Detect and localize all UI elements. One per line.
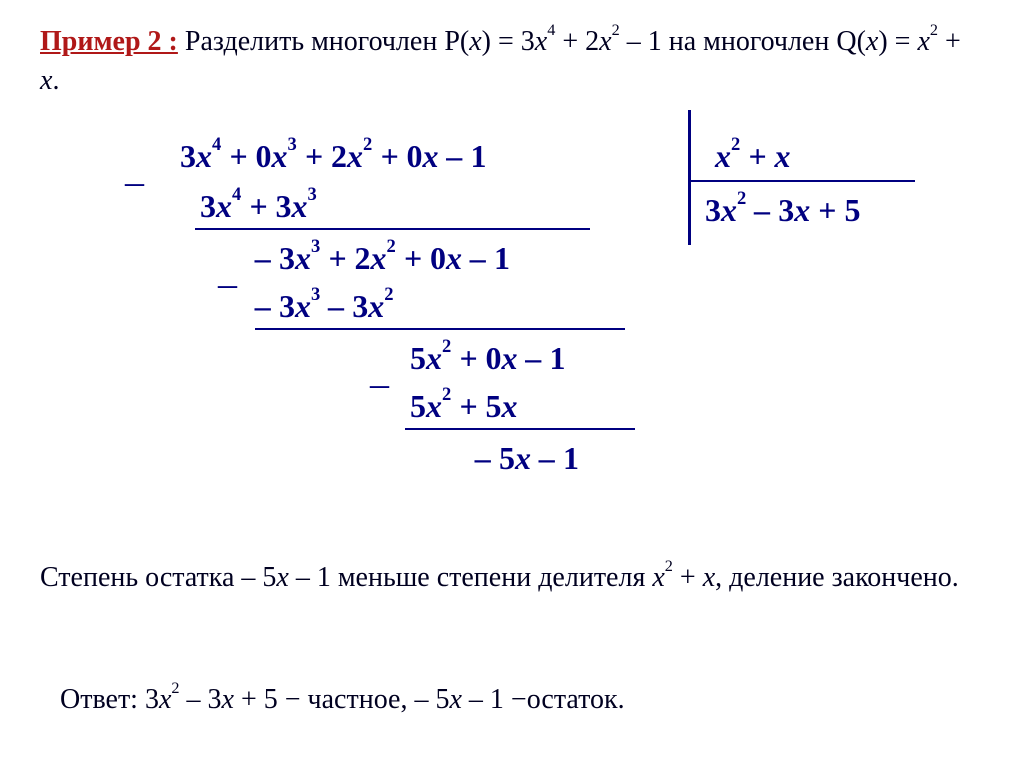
problem-var-4: х [866,26,878,57]
example-title: Пример 2 : [40,26,178,57]
underline-3 [405,428,635,430]
step1-subtract: 3x4 + 3x3 [200,188,317,225]
minus-sign-2: – [218,262,237,306]
problem-text-6: + [938,26,961,57]
problem-text-1: Разделить многочлен Р( [178,26,469,57]
summary-var3: х [703,562,715,593]
minus-sign-1: – [125,160,144,204]
quotient: 3x2 – 3x + 5 [705,192,861,229]
summary-text: Степень остатка – 5х – 1 меньше степени … [40,558,984,597]
answer-p2: – 3 [180,684,222,715]
underline-1 [195,228,590,230]
divisor: x2 + x [715,138,791,175]
problem-text-2: ) = 3 [482,26,535,57]
underline-2 [255,328,625,330]
step3-result: 5x2 + 0x – 1 [410,340,566,377]
problem-exp-1: 4 [547,21,555,39]
problem-exp-2: 2 [612,21,620,39]
step3-subtract: 5x2 + 5x [410,388,518,425]
summary-var2: х [652,562,664,593]
problem-statement: Пример 2 : Разделить многочлен Р(х) = 3х… [40,22,984,100]
division-vertical-line [688,110,691,245]
problem-var-3: х [599,26,611,57]
remainder: – 5x – 1 [475,440,579,477]
summary-var1: х [276,562,288,593]
problem-text-5: ) = [878,26,917,57]
answer-exp1: 2 [171,679,179,697]
minus-sign-3: – [370,362,389,406]
summary-p2: – 1 меньше степени делителя [289,562,653,593]
summary-p4: , деление закончено. [715,562,959,593]
problem-var-1: х [469,26,481,57]
summary-p3: + [673,562,703,593]
answer-p1: Ответ: 3 [60,684,159,715]
answer-var3: х [449,684,461,715]
problem-var-6: х [40,65,52,96]
problem-text-4: – 1 на многочлен Q( [620,26,866,57]
divisor-line [690,180,915,182]
problem-text-3: + 2 [555,26,599,57]
answer-text: Ответ: 3х2 – 3х + 5 − частное, – 5х – 1 … [60,680,625,719]
step2-subtract: – 3x3 – 3x2 [255,288,394,325]
summary-exp: 2 [665,557,673,575]
summary-p1: Степень остатка – 5 [40,562,276,593]
step2-result: – 3x3 + 2x2 + 0x – 1 [255,240,510,277]
dividend: 3x4 + 0x3 + 2x2 + 0x – 1 [180,138,487,175]
problem-var-2: х [535,26,547,57]
problem-exp-3: 2 [930,21,938,39]
problem-text-7: . [52,65,59,96]
answer-p4: – 1 −остаток. [462,684,625,715]
problem-var-5: х [917,26,929,57]
answer-var1: х [159,684,171,715]
answer-var2: х [222,684,234,715]
answer-p3: + 5 − частное, – 5 [234,684,450,715]
